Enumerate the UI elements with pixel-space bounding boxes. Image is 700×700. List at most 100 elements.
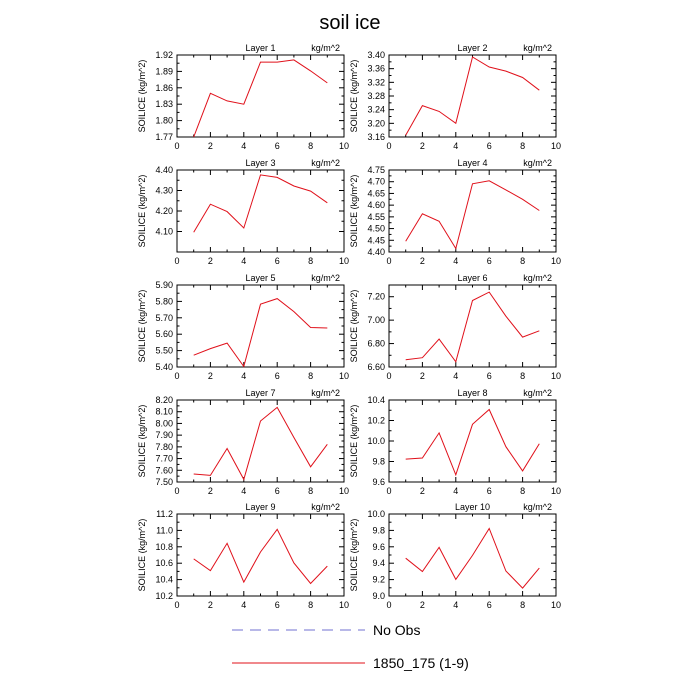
y-tick-label: 8.10 <box>155 407 173 417</box>
x-tick-label: 8 <box>308 141 313 151</box>
y-tick-label: 8.00 <box>155 418 173 428</box>
chart-panel-3: Layer 3 kg/m^2 SOILICE (kg/m^2) 0 2 4 6 8 10 4.10… <box>137 158 349 266</box>
panel-title: Layer 7 <box>245 388 275 398</box>
y-tick-label: 10.4 <box>367 395 385 405</box>
x-tick-label: 8 <box>520 256 525 266</box>
panel-title: Layer 10 <box>455 502 490 512</box>
x-tick-label: 4 <box>241 371 246 381</box>
y-tick-label: 1.77 <box>155 132 173 142</box>
y-tick-label: 3.40 <box>367 50 385 60</box>
x-tick-label: 8 <box>520 600 525 610</box>
y-tick-label: 5.60 <box>155 329 173 339</box>
x-tick-label: 4 <box>241 141 246 151</box>
plot-frame <box>388 284 557 368</box>
chart-panel-6: Layer 6 kg/m^2 SOILICE (kg/m^2) 0 2 4 6 8 10 6.60… <box>349 273 561 381</box>
y-axis-label: SOILICE (kg/m^2) <box>349 290 359 363</box>
panel-title: Layer 3 <box>245 158 275 168</box>
y-tick-label: 11.2 <box>156 509 173 519</box>
series-line <box>193 406 328 481</box>
panel-title: Layer 8 <box>457 388 487 398</box>
y-tick-label: 9.8 <box>372 457 385 467</box>
x-tick-label: 6 <box>275 600 280 610</box>
y-tick-label: 10.0 <box>367 436 385 446</box>
panel-title: Layer 1 <box>245 43 275 53</box>
panel-unit-label: kg/m^2 <box>523 388 552 398</box>
x-tick-label: 10 <box>551 600 561 610</box>
x-tick-label: 0 <box>174 600 179 610</box>
y-tick-label: 10.2 <box>155 591 173 601</box>
x-tick-label: 10 <box>339 371 349 381</box>
chart-panel-7: Layer 7 kg/m^2 SOILICE (kg/m^2) 0 2 4 6 8 10 7.50… <box>137 388 349 496</box>
y-tick-label: 9.6 <box>372 477 385 487</box>
y-tick-label: 5.80 <box>155 296 173 306</box>
y-tick-label: 4.55 <box>367 212 385 222</box>
y-tick-label: 9.0 <box>372 591 385 601</box>
y-tick-label: 1.86 <box>155 83 173 93</box>
chart-panel-4: Layer 4 kg/m^2 SOILICE (kg/m^2) 0 2 4 6 8 10 4.40… <box>349 158 561 266</box>
x-tick-label: 4 <box>241 486 246 496</box>
x-tick-label: 4 <box>453 600 458 610</box>
y-tick-label: 9.4 <box>372 558 385 568</box>
y-axis-label: SOILICE (kg/m^2) <box>137 405 147 478</box>
y-tick-label: 4.10 <box>155 227 173 237</box>
y-tick-label: 3.36 <box>367 64 385 74</box>
y-tick-label: 3.28 <box>367 91 385 101</box>
y-tick-label: 4.70 <box>367 177 385 187</box>
y-tick-label: 5.50 <box>155 346 173 356</box>
y-axis-label: SOILICE (kg/m^2) <box>349 60 359 133</box>
series-line <box>405 527 540 589</box>
x-tick-label: 2 <box>208 371 213 381</box>
y-tick-label: 4.50 <box>367 224 385 234</box>
panel-unit-label: kg/m^2 <box>311 273 340 283</box>
x-tick-label: 0 <box>174 486 179 496</box>
x-tick-label: 0 <box>174 141 179 151</box>
x-tick-label: 4 <box>241 256 246 266</box>
x-tick-label: 6 <box>487 600 492 610</box>
x-tick-label: 4 <box>453 371 458 381</box>
panel-title: Layer 6 <box>457 273 487 283</box>
x-tick-label: 10 <box>339 141 349 151</box>
x-tick-label: 0 <box>386 486 391 496</box>
x-tick-label: 2 <box>420 600 425 610</box>
y-tick-label: 9.2 <box>372 575 385 585</box>
y-tick-label: 7.20 <box>367 292 385 302</box>
plot-frame <box>176 284 345 368</box>
y-axis-label: SOILICE (kg/m^2) <box>137 60 147 133</box>
y-tick-label: 10.2 <box>367 416 385 426</box>
x-tick-label: 4 <box>453 141 458 151</box>
y-tick-label: 1.89 <box>155 66 173 76</box>
x-tick-label: 6 <box>487 371 492 381</box>
plot-frame <box>176 169 345 253</box>
y-axis-label: SOILICE (kg/m^2) <box>137 519 147 592</box>
x-tick-label: 6 <box>275 141 280 151</box>
y-tick-label: 7.00 <box>367 315 385 325</box>
y-axis-label: SOILICE (kg/m^2) <box>137 290 147 363</box>
x-tick-label: 8 <box>308 371 313 381</box>
panel-unit-label: kg/m^2 <box>311 43 340 53</box>
x-tick-label: 2 <box>420 141 425 151</box>
series-line <box>405 291 540 363</box>
plot-frame <box>176 513 345 597</box>
y-tick-label: 10.8 <box>155 542 173 552</box>
y-tick-label: 9.6 <box>372 542 385 552</box>
panel-title: Layer 4 <box>457 158 487 168</box>
x-tick-label: 0 <box>174 371 179 381</box>
x-tick-label: 6 <box>487 486 492 496</box>
plot-frame <box>176 399 345 483</box>
y-tick-label: 1.83 <box>155 99 173 109</box>
y-tick-label: 10.4 <box>155 575 173 585</box>
panel-unit-label: kg/m^2 <box>311 158 340 168</box>
plot-frame <box>388 169 557 253</box>
x-tick-label: 8 <box>520 486 525 496</box>
x-tick-label: 8 <box>520 141 525 151</box>
x-tick-label: 8 <box>308 256 313 266</box>
y-tick-label: 3.24 <box>367 105 385 115</box>
y-axis-label: SOILICE (kg/m^2) <box>349 175 359 248</box>
x-tick-label: 4 <box>241 600 246 610</box>
x-tick-label: 8 <box>308 486 313 496</box>
series-line <box>193 174 328 233</box>
x-tick-label: 6 <box>275 256 280 266</box>
panel-title: Layer 2 <box>457 43 487 53</box>
x-tick-label: 2 <box>208 256 213 266</box>
chart-panel-2: Layer 2 kg/m^2 SOILICE (kg/m^2) 0 2 4 6 8 10 3.16… <box>349 43 561 151</box>
